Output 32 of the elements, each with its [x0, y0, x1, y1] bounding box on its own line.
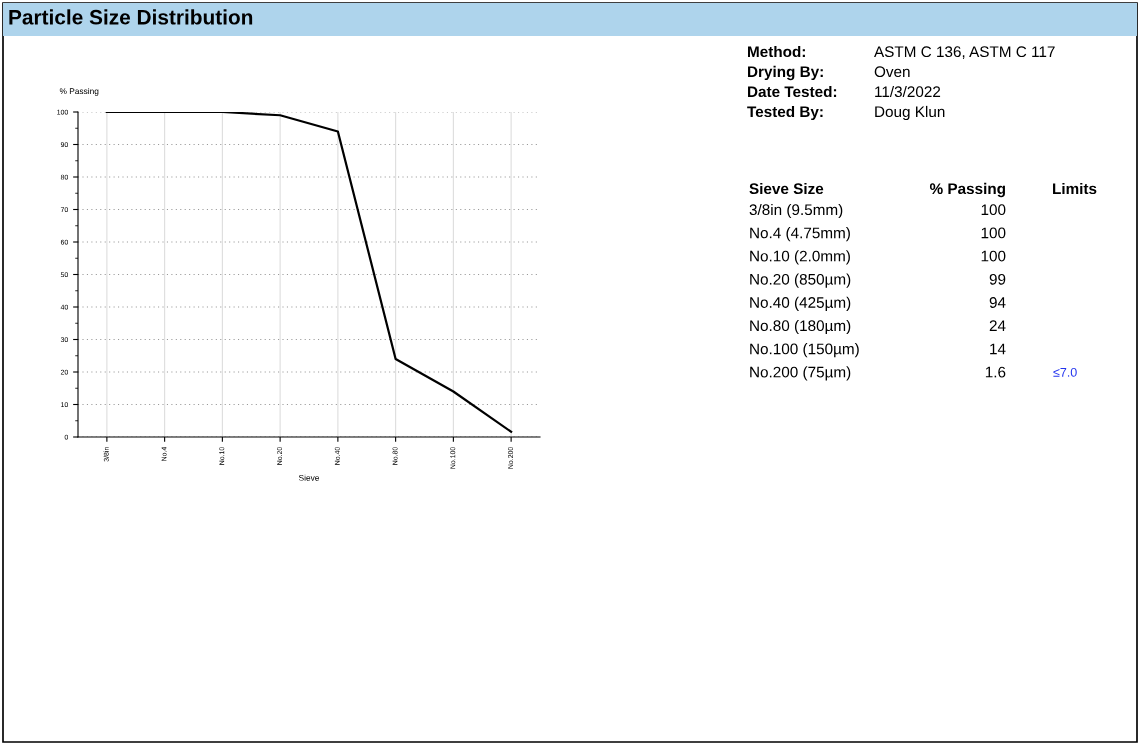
text: Method: [748, 45, 805, 58]
text: % Passing [929, 182, 1005, 198]
text: 100 [981, 204, 1006, 216]
text: No.10 (2.0mm) [750, 250, 850, 265]
text: Limits [1053, 182, 1097, 195]
text: No.200 (75µm) [750, 366, 851, 381]
x-axis-title: Sieve [298, 474, 320, 481]
text: 1.6 [985, 366, 1006, 378]
text: 11/3/2022 [875, 85, 941, 98]
y-axis-title: % Passing [59, 87, 99, 96]
text: 3/8in (9.5mm) [749, 203, 843, 219]
text: No.100 (150µm) [750, 343, 859, 358]
text: ASTM C 136, ASTM C 117 [874, 46, 1055, 59]
text: 99 [989, 273, 1006, 285]
chart-title: Particle Size Distribution [9, 9, 253, 25]
text: 100 [981, 250, 1006, 262]
text: Tested By: [747, 105, 823, 121]
text: Date Tested: [748, 85, 837, 98]
text: Doug Klun [875, 105, 945, 121]
text: Drying By: [748, 65, 823, 81]
text: 94 [989, 297, 1006, 308]
text: Sieve Size [749, 182, 824, 195]
text: No.20 (850µm) [750, 273, 851, 288]
line-series [105, 112, 513, 433]
text: 24 [989, 320, 1006, 331]
text: ≤7.0 [1053, 367, 1077, 377]
text: 14 [990, 343, 1006, 355]
text: No.80 (180µm) [750, 319, 851, 335]
text: No.40 (425µm) [750, 296, 851, 311]
text: No.4 (4.75mm) [750, 227, 850, 242]
text: 100 [981, 227, 1006, 239]
text: Oven [874, 66, 910, 78]
